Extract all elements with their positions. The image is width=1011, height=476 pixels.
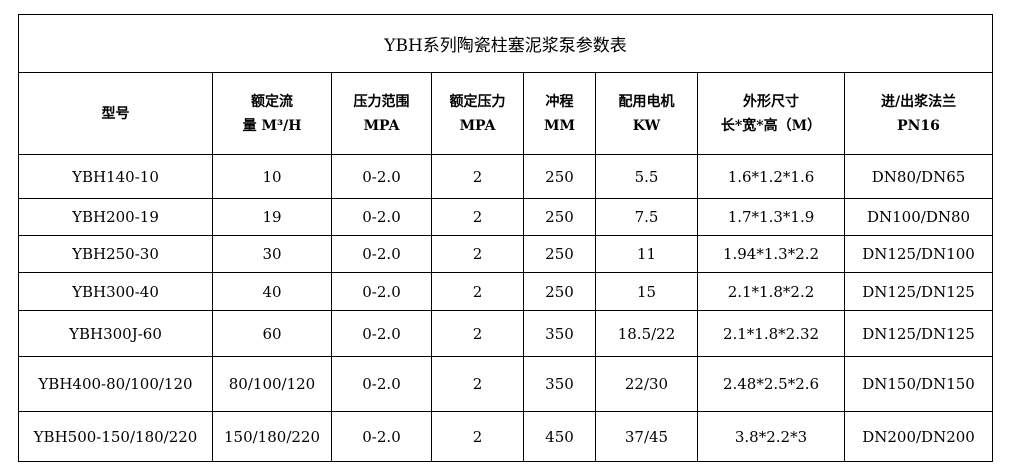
- table-cell: 0-2.0: [331, 198, 432, 236]
- header-line-1: 进/出浆法兰: [880, 93, 957, 110]
- table-cell: 2.1*1.8*2.32: [697, 310, 845, 357]
- table-cell: DN125/DN125: [843, 272, 994, 311]
- header-line-1: 额定流: [251, 93, 293, 110]
- table-cell: 250: [523, 272, 596, 311]
- table-cell: 1.7*1.3*1.9: [697, 198, 845, 236]
- table-cell: YBH300-40: [18, 272, 213, 311]
- table-cell: 19: [212, 198, 332, 236]
- table-cell: 350: [523, 310, 596, 357]
- header-line-1: 配用电机: [618, 93, 675, 110]
- table-row: YBH400-80/100/120 80/100/120 0-2.0 2 350 22/3…: [18, 356, 994, 412]
- table-cell: 0-2.0: [331, 154, 432, 199]
- table-cell: 2: [431, 356, 524, 412]
- table-cell: 250: [523, 198, 596, 236]
- header-line-1: 冲程: [545, 93, 574, 110]
- table-cell: 2: [431, 235, 524, 273]
- table-cell: 2: [431, 198, 524, 236]
- table-cell: 2.48*2.5*2.6: [697, 356, 845, 412]
- header-row: 型号 额定流量 M³/H 压力范围 MPA 额定压力 MPA 冲程 MM 配用电机 KW 外形尺寸长…: [18, 72, 994, 155]
- table-cell: 450: [523, 411, 596, 462]
- table-cell: YBH140-10: [18, 154, 213, 199]
- column-header: 额定压力 MPA: [431, 72, 524, 155]
- header-line-2: KW: [632, 117, 661, 134]
- header-line-1: 额定压力: [449, 93, 506, 110]
- table-cell: 7.5: [595, 198, 698, 236]
- table-cell: 0-2.0: [331, 356, 432, 412]
- table-cell: 40: [212, 272, 332, 311]
- table-row: YBH200-19 19 0-2.0 2 250 7.5 1.7*1.3*1.9 DN100/…: [18, 198, 994, 236]
- table-row: YBH140-10 10 0-2.0 2 250 5.5 1.6*1.2*1.6 DN80/D…: [18, 154, 994, 199]
- table-cell: 2: [431, 272, 524, 311]
- table-cell: 30: [212, 235, 332, 273]
- table-cell: 22/30: [595, 356, 698, 412]
- table-cell: 37/45: [595, 411, 698, 462]
- table-row: YBH250-30 30 0-2.0 2 250 11 1.94*1.3*2.2 DN125/…: [18, 235, 994, 273]
- header-line-2: 长*宽*高（M）: [720, 117, 822, 134]
- table-cell: 150/180/220: [212, 411, 332, 462]
- table-cell: DN125/DN125: [843, 310, 994, 357]
- header-line-2: MPA: [459, 117, 496, 134]
- header-line-1: 外形尺寸: [743, 93, 799, 110]
- table-cell: 0-2.0: [331, 235, 432, 273]
- table-cell: 3.8*2.2*3: [697, 411, 845, 462]
- table-cell: 2: [431, 411, 524, 462]
- table-cell: 250: [523, 235, 596, 273]
- table-cell: 60: [212, 310, 332, 357]
- header-line-1: 型号: [101, 105, 130, 122]
- table-cell: DN100/DN80: [843, 198, 994, 236]
- table-cell: 11: [595, 235, 698, 273]
- table-cell: 250: [523, 154, 596, 199]
- table-row: YBH300-40 40 0-2.0 2 250 15 2.1*1.8*2.2 DN125/D…: [18, 272, 994, 311]
- table-row: YBH500-150/180/220 150/180/220 0-2.0 2 450 37…: [18, 411, 994, 462]
- header-line-1: 压力范围: [353, 93, 410, 110]
- table-cell: 1.94*1.3*2.2: [697, 235, 845, 273]
- table-cell: 10: [212, 154, 332, 199]
- table-cell: YBH250-30: [18, 235, 213, 273]
- column-header: 额定流量 M³/H: [212, 72, 332, 155]
- header-line-2: MM: [544, 117, 575, 134]
- table-cell: 2: [431, 154, 524, 199]
- column-header: 配用电机 KW: [595, 72, 698, 155]
- parameter-table: YBH系列陶瓷柱塞泥浆泵参数表 型号 额定流量 M³/H 压力范围 MPA 额定压力 MP…: [17, 14, 994, 462]
- column-header: 进/出浆法兰 PN16: [843, 72, 994, 155]
- header-line-2: MPA: [363, 117, 400, 134]
- table-cell: 80/100/120: [212, 356, 332, 412]
- table-cell: YBH400-80/100/120: [18, 356, 213, 412]
- header-line-2: 量 M³/H: [242, 117, 302, 134]
- table-cell: 0-2.0: [331, 272, 432, 311]
- table-cell: DN80/DN65: [843, 154, 994, 199]
- table-cell: YBH200-19: [18, 198, 213, 236]
- column-header: 冲程 MM: [523, 72, 596, 155]
- table-title: YBH系列陶瓷柱塞泥浆泵参数表: [17, 14, 994, 73]
- table-cell: DN200/DN200: [843, 411, 994, 462]
- table-cell: 1.6*1.2*1.6: [697, 154, 845, 199]
- table-cell: 15: [595, 272, 698, 311]
- table-cell: YBH500-150/180/220: [18, 411, 213, 462]
- table-row: YBH300J-60 60 0-2.0 2 350 18.5/22 2.1*1.8*2.32…: [18, 310, 994, 357]
- table-cell: 0-2.0: [331, 411, 432, 462]
- table-cell: 350: [523, 356, 596, 412]
- table-cell: DN150/DN150: [843, 356, 994, 412]
- table-cell: YBH300J-60: [18, 310, 213, 357]
- table-cell: 2: [431, 310, 524, 357]
- header-line-2: PN16: [897, 117, 940, 134]
- table-cell: 2.1*1.8*2.2: [697, 272, 845, 311]
- column-header: 外形尺寸长*宽*高（M）: [697, 72, 845, 155]
- table-cell: DN125/DN100: [843, 235, 994, 273]
- table-cell: 5.5: [595, 154, 698, 199]
- table-cell: 0-2.0: [331, 310, 432, 357]
- column-header: 型号: [18, 72, 213, 155]
- table-cell: 18.5/22: [595, 310, 698, 357]
- column-header: 压力范围 MPA: [331, 72, 432, 155]
